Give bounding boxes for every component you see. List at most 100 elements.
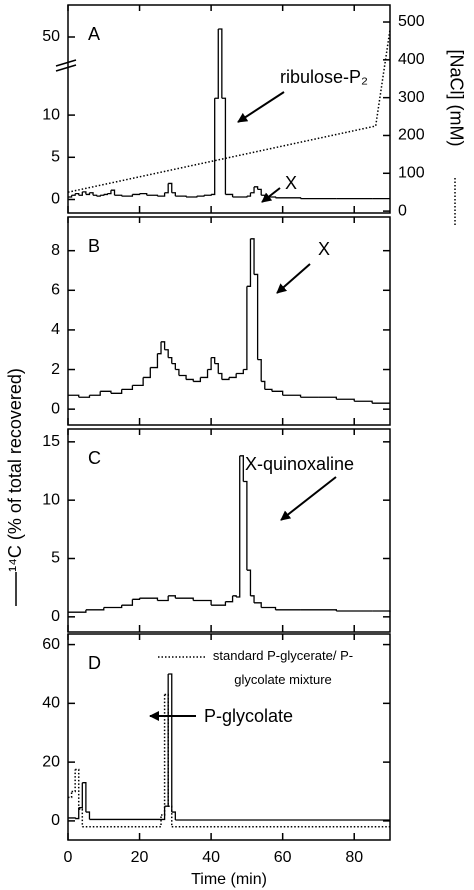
step-segment (200, 369, 209, 379)
annotation: ribulose-P₂ (280, 67, 368, 87)
x-tick-label: 80 (345, 849, 363, 866)
step-segment (161, 341, 166, 350)
step-segment (250, 186, 255, 194)
step-segment (168, 356, 173, 364)
step-segment (218, 28, 223, 99)
step-segment (246, 192, 252, 197)
step-segment (75, 192, 80, 196)
annotation: P-glycolate (204, 706, 293, 726)
step-segment (175, 368, 180, 376)
legend-label: standard P-glycerate/ P-glycolate mixtur… (212, 648, 354, 687)
step-segment (171, 362, 176, 370)
step-segment (85, 607, 105, 611)
step-segment (121, 599, 134, 606)
step-segment (264, 388, 273, 392)
step-segment (100, 390, 112, 394)
step-segment (211, 356, 216, 364)
step-segment (257, 358, 262, 382)
step-segment (157, 595, 169, 602)
legend: standard P-glycerate/ P-glycolate mixtur… (212, 648, 354, 687)
plot-frame (67, 216, 391, 426)
y2-tick-label: 300 (398, 89, 425, 106)
step-segment (221, 377, 230, 381)
step-segment (82, 782, 87, 813)
annotation: X-quinoxaline (245, 454, 354, 474)
step-segment (89, 192, 94, 196)
step-segment (132, 377, 144, 387)
step-segment (78, 808, 84, 827)
step-segment (300, 609, 337, 611)
step-segment (254, 186, 259, 190)
x-axis-title: Time (min) (191, 871, 267, 888)
step-segment (68, 791, 73, 799)
step-segment (221, 97, 227, 195)
y-tick-label: 0 (51, 191, 60, 208)
step-segment (246, 569, 252, 596)
arrow (276, 263, 311, 294)
step-segment (225, 193, 234, 197)
step-segment (318, 396, 337, 400)
step-segment (193, 377, 202, 383)
panel-label: C (88, 448, 101, 468)
step-segment (121, 194, 134, 197)
step-segment (143, 367, 151, 379)
step-segment (82, 815, 162, 828)
step-segment (336, 398, 355, 402)
step-segment (150, 353, 159, 369)
y-tick-label: 0 (51, 812, 60, 829)
step-segment (139, 597, 159, 601)
arrow (280, 476, 337, 521)
y-tick-label: 5 (51, 550, 60, 567)
step-segment (85, 811, 91, 820)
y-tick-label: 40 (42, 695, 60, 712)
y-axis-title: ¹⁴C (% of total recovered) (5, 368, 25, 572)
step-segment (275, 197, 302, 199)
step-segment (157, 341, 162, 355)
step-segment (261, 606, 277, 610)
step-segment (71, 193, 76, 196)
x-tick-label: 0 (64, 849, 73, 866)
y-tick-label: 0 (51, 608, 60, 625)
step-segment (243, 286, 248, 371)
y-tick-label: 4 (51, 321, 60, 338)
step-segment (78, 191, 83, 196)
step-segment (164, 349, 169, 358)
y-tick-label: 15 (42, 433, 60, 450)
axis-break (55, 64, 77, 72)
step-segment (236, 369, 244, 375)
step-segment (75, 768, 80, 810)
step-segment (168, 182, 173, 193)
y-tick-label: 6 (51, 282, 60, 299)
step-segment (161, 694, 166, 816)
step-segment (164, 693, 169, 807)
step-segment (114, 194, 123, 197)
step-segment (110, 389, 123, 394)
y2-tick-label: 100 (398, 165, 425, 182)
step-segment (171, 192, 176, 197)
x-tick-label: 20 (131, 849, 149, 866)
step-segment (261, 380, 266, 390)
step-segment (178, 374, 187, 380)
step-segment (261, 194, 266, 197)
step-segment (232, 196, 248, 198)
step-segment (214, 362, 219, 374)
step-segment (196, 195, 205, 197)
step-segment (175, 597, 194, 601)
step-segment (132, 193, 141, 196)
y-tick-label: 10 (42, 491, 60, 508)
step-segment (78, 782, 83, 809)
y2-tick-label: 500 (398, 13, 425, 30)
step-segment (146, 194, 159, 197)
axis-break (55, 59, 77, 67)
step-segment (68, 394, 80, 398)
plot-frame (67, 428, 391, 633)
step-segment (110, 189, 116, 196)
step-segment (203, 194, 212, 196)
step-segment (254, 602, 262, 608)
step-segment (264, 196, 277, 198)
panel-label: B (88, 236, 100, 256)
step-segment (157, 192, 166, 197)
panel-label: A (88, 24, 100, 44)
y2-tick-label: 200 (398, 127, 425, 144)
